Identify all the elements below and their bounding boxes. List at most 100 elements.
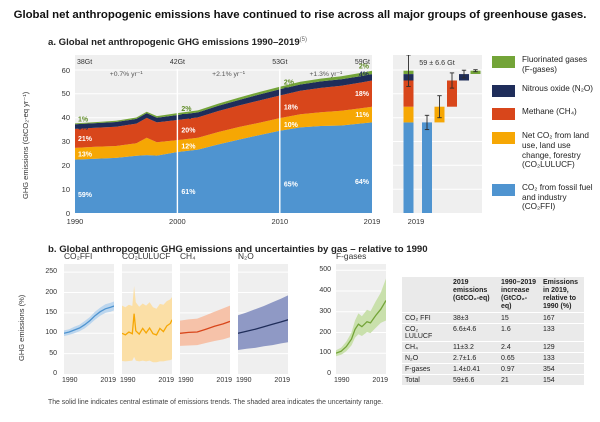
- area-ch4: [75, 80, 372, 148]
- x-tick-label: 1990: [66, 217, 84, 226]
- table-header-cell: Emissions in 2019, relative to 1990 (%): [540, 277, 584, 314]
- small-x-tick: 2019: [274, 377, 290, 384]
- trend-line: [63, 305, 115, 334]
- pct-co2ffi: 64%: [355, 179, 370, 186]
- small-chart-4: [237, 264, 289, 374]
- small-chart-svg: [237, 271, 289, 355]
- small-chart-title: CO₂LULUCF: [122, 251, 171, 261]
- table-cell: 133: [540, 352, 584, 365]
- legend-item: Nitrous oxide (N₂O): [492, 84, 598, 98]
- table-cell: CH₄: [402, 341, 450, 354]
- pct-ch4: 21%: [78, 136, 93, 143]
- legend-label: Nitrous oxide (N₂O): [522, 84, 593, 94]
- x-tick-label: 2010: [271, 217, 289, 226]
- pct-lulucf: 12%: [181, 144, 196, 151]
- pct-fgas: 1%: [78, 116, 89, 123]
- y-tick-label: 30: [61, 137, 70, 146]
- table-row: CO₂ LULUCF 6.6±4.6 1.6 133: [402, 323, 584, 343]
- y-tick-label: 10: [61, 184, 70, 194]
- table-cell: F-gases: [402, 363, 450, 376]
- figure-title: Global net anthropogenic emissions have …: [13, 9, 587, 21]
- growth-rate-label: +0.7% yr⁻¹: [110, 71, 144, 78]
- table-header-cell: [402, 277, 450, 314]
- table-cell: N₂O: [402, 352, 450, 365]
- table-cell: CO₂ LULUCF: [402, 323, 450, 343]
- small-chart-1: [63, 264, 115, 374]
- table-cell: 2.4: [498, 341, 540, 354]
- waterfall-bar-fgas: [470, 70, 481, 74]
- stacked-bar-lulucf: [403, 106, 414, 123]
- small-chart-2: [121, 264, 173, 374]
- small-y-tick: 150: [45, 308, 57, 316]
- small-chart-svg: [335, 269, 387, 357]
- small-chart-title: F-gases: [336, 251, 367, 261]
- summary-table-wrap: 2019 emissions (GtCO₂-eq) 1990–2019 incre…: [402, 277, 584, 387]
- legend-swatch-co2ffi: [492, 184, 515, 197]
- table-row: F-gases 1.4±0.41 0.97 354: [402, 363, 584, 376]
- panel-a-title-text: a. Global net anthropogenic GHG emission…: [48, 37, 300, 49]
- legend-label: Net CO₂ from land use, land use change, …: [522, 131, 589, 170]
- x-tick-label: 2000: [169, 217, 186, 226]
- legend-label: Methane (CH₄): [522, 107, 577, 117]
- legend-swatch-n2o: [492, 85, 515, 98]
- table-cell: 15: [498, 312, 540, 325]
- stacked-area-chart-svg: 38Gt1%5%21%13%59%42Gt2%5%20%12%61%53Gt2%…: [75, 59, 372, 213]
- small-y-tick: 300: [319, 307, 331, 315]
- small-y-tick: 50: [49, 349, 57, 357]
- legend-item: Net CO₂ from land use, land use change, …: [492, 131, 598, 170]
- breakdown-title: 59 ± 6.6 Gt: [419, 58, 455, 67]
- table-cell: CO₂ FFI: [402, 312, 450, 325]
- growth-rate-label: +2.1% yr⁻¹: [212, 71, 246, 78]
- table-cell: 0.65: [498, 352, 540, 365]
- small-chart-3: [179, 264, 231, 374]
- y-tick-label: 60: [61, 65, 70, 75]
- panel-b-y-axis-label: GHG emissions (%): [17, 294, 26, 361]
- pct-ch4: 18%: [284, 104, 299, 111]
- panel-a-y-axis-label: GHG emissions (GtCO₂-eq yr⁻¹): [21, 91, 30, 199]
- small-y-tick: 100: [319, 349, 331, 357]
- small-y-tick: 400: [319, 287, 331, 294]
- panel-b-title: b. Global anthropogenic GHG emissions an…: [48, 244, 428, 255]
- uncertainty-band: [336, 278, 386, 357]
- small-y-tick: 200: [319, 328, 331, 336]
- small-x-tick: 1990: [120, 377, 136, 384]
- pct-n2o: 5%: [78, 124, 89, 131]
- pct-ch4: 18%: [355, 91, 370, 98]
- breakdown-bar-chart-svg: 59 ± 6.6 Gt: [393, 54, 482, 213]
- pct-n2o: 5%: [284, 88, 295, 95]
- pct-n2o: 5%: [181, 114, 192, 121]
- waterfall-bar-ch4: [447, 80, 457, 107]
- small-y-tick: 0: [327, 370, 331, 377]
- small-x-tick: 1990: [236, 377, 252, 384]
- small-chart-title: CH₄: [180, 251, 196, 261]
- y-tick-label: 40: [61, 113, 70, 123]
- table-cell: 129: [540, 341, 584, 354]
- table-cell: 2.7±1.6: [450, 352, 498, 365]
- small-chart-title: CO₂FFI: [64, 251, 93, 261]
- table-header-cell: 2019 emissions (GtCO₂-eq): [450, 277, 498, 314]
- uncertainty-band: [122, 286, 172, 363]
- uncertainty-band: [238, 295, 288, 350]
- small-x-tick: 1990: [62, 377, 78, 384]
- small-y-tick: 100: [45, 329, 57, 337]
- small-y-tick: 0: [53, 370, 57, 377]
- pct-lulucf: 11%: [355, 112, 369, 119]
- small-y-tick: 500: [319, 266, 331, 274]
- table-cell: 167: [540, 312, 584, 325]
- breakdown-x-label: 2019: [407, 217, 425, 226]
- x-tick-label: 2019: [363, 217, 381, 226]
- y-tick-label: 50: [61, 89, 70, 99]
- legend-item: Methane (CH₄): [492, 107, 598, 121]
- uncertainty-band: [64, 301, 114, 337]
- legend-swatch-lulucf: [492, 132, 515, 145]
- small-x-tick: 1990: [178, 377, 194, 384]
- small-y-tick: 200: [45, 288, 57, 296]
- table-cell: 6.6±4.6: [450, 323, 498, 343]
- stacked-area-chart: 38Gt 1% 5% 21% 13% 59% 42Gt 2% 5% 20% 12% 61% 53Gt 2%…: [75, 55, 372, 213]
- pct-fgas: 2%: [359, 64, 370, 71]
- waterfall-bar-co2ffi: [422, 122, 432, 213]
- trend-line: [335, 300, 387, 354]
- table-cell: 354: [540, 363, 584, 376]
- small-x-tick: 2019: [372, 377, 388, 384]
- total-label: 42Gt: [170, 59, 185, 66]
